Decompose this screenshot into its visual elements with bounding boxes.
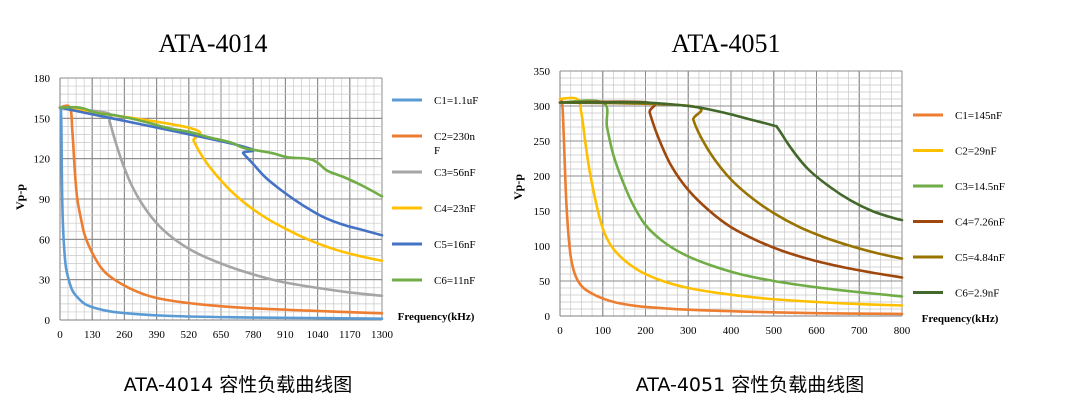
chart2-x-tick-label: 800 (894, 325, 911, 337)
chart2-x-tick-label: 700 (851, 325, 868, 337)
chart1-y-tick-label: 60 (39, 234, 51, 246)
chart1-x-tick-label: 650 (213, 329, 230, 341)
chart2-x-tick-label: 500 (766, 325, 783, 337)
chart2-legend-label-3: C3=14.5nF (955, 181, 1005, 193)
chart1-series-line-3 (58, 106, 384, 298)
chart1-y-tick-label: 180 (34, 73, 51, 85)
chart1-x-tick-label: 0 (57, 329, 63, 341)
chart2-x-tick-label: 300 (680, 325, 697, 337)
chart1-y-tick-label: 150 (34, 113, 51, 125)
chart2-series-line-5 (558, 101, 904, 260)
chart1-x-tick-label: 130 (84, 329, 101, 341)
chart1-legend-label-2: C2=230n (434, 131, 476, 143)
chart2-plot: 0 100 200 300 400 500 600 700 800 0 50 100 150 200 250… (534, 66, 1005, 337)
chart2-x-tick-label: 200 (637, 325, 654, 337)
chart1-x-tick-label: 1300 (371, 329, 394, 341)
chart1-x-tick-label: 910 (277, 329, 294, 341)
chart1-xlabel: Frequency(kHz) (398, 311, 475, 323)
chart1-legend-label-1: C1=1.1uF (434, 95, 478, 107)
chart2-series-line-6 (558, 100, 904, 222)
chart2-y-tick-label: 100 (534, 241, 551, 253)
chart1-x-tick-label: 390 (148, 329, 165, 341)
chart1-title: ATA-4014 (158, 29, 267, 58)
chart2-y-tick-label: 50 (539, 276, 551, 288)
chart2-x-tick-label: 0 (557, 325, 563, 337)
chart1-legend-label-5: C5=16nF (434, 239, 476, 251)
chart2-ylabel: Vp-p (511, 174, 525, 200)
chart2-y-tick-label: 0 (545, 311, 551, 323)
chart1-x-tick-label: 1170 (339, 329, 361, 341)
chart1-y-tick-label: 0 (45, 315, 51, 327)
chart2-y-tick-label: 150 (534, 206, 551, 218)
chart1-x-tick-label: 780 (245, 329, 262, 341)
chart1-plot: 0 130 260 390 520 650 780 910 1040 1170 1300 0 30 60 9… (34, 73, 479, 341)
chart2-x-tick-label: 400 (723, 325, 740, 337)
chart2-series-line-2 (558, 96, 904, 307)
chart1-series-line-2 (58, 104, 384, 315)
chart1-y-tick-label: 30 (39, 275, 51, 287)
chart2-title: ATA-4051 (671, 29, 780, 58)
chart2-x-tick-label: 600 (808, 325, 825, 337)
chart1-ylabel: Vp-p (13, 184, 27, 210)
chart2-y-tick-label: 350 (534, 66, 551, 78)
chart2-series-line-1 (558, 97, 904, 316)
chart1-x-tick-label: 1040 (307, 329, 330, 341)
chart2-caption: ATA-4051 容性负载曲线图 (636, 374, 864, 396)
chart1-series-line-6 (58, 105, 384, 198)
chart1-y-tick-label: 90 (39, 194, 51, 206)
chart1-y-tick-label: 120 (34, 154, 51, 166)
chart2-legend-label-4: C4=7.26nF (955, 217, 1005, 229)
chart2-y-tick-label: 200 (534, 171, 551, 183)
chart1-legend-label-2: F (434, 145, 440, 157)
chart2-legend-label-2: C2=29nF (955, 146, 997, 158)
chart1-x-tick-label: 260 (116, 329, 133, 341)
chart2-legend-label-1: C1=145nF (955, 110, 1002, 122)
chart2-legend-label-5: C5=4.84nF (955, 252, 1005, 264)
chart2-series-line-3 (558, 99, 904, 298)
chart2-x-tick-label: 100 (595, 325, 612, 337)
chart1-series-line-1 (58, 106, 384, 320)
chart2-y-tick-label: 250 (534, 136, 551, 148)
chart2-series-line-4 (558, 100, 904, 279)
chart1-caption: ATA-4014 容性负载曲线图 (124, 374, 352, 396)
chart2-legend-label-6: C6=2.9nF (955, 288, 999, 300)
chart1-x-tick-label: 520 (181, 329, 198, 341)
chart1-legend-label-6: C6=11nF (434, 275, 475, 287)
chart1-legend-label-4: C4=23nF (434, 203, 476, 215)
chart2-y-tick-label: 300 (534, 101, 551, 113)
chart1-legend-label-3: C3=56nF (434, 167, 476, 179)
chart2-xlabel: Frequency(kHz) (922, 313, 999, 325)
